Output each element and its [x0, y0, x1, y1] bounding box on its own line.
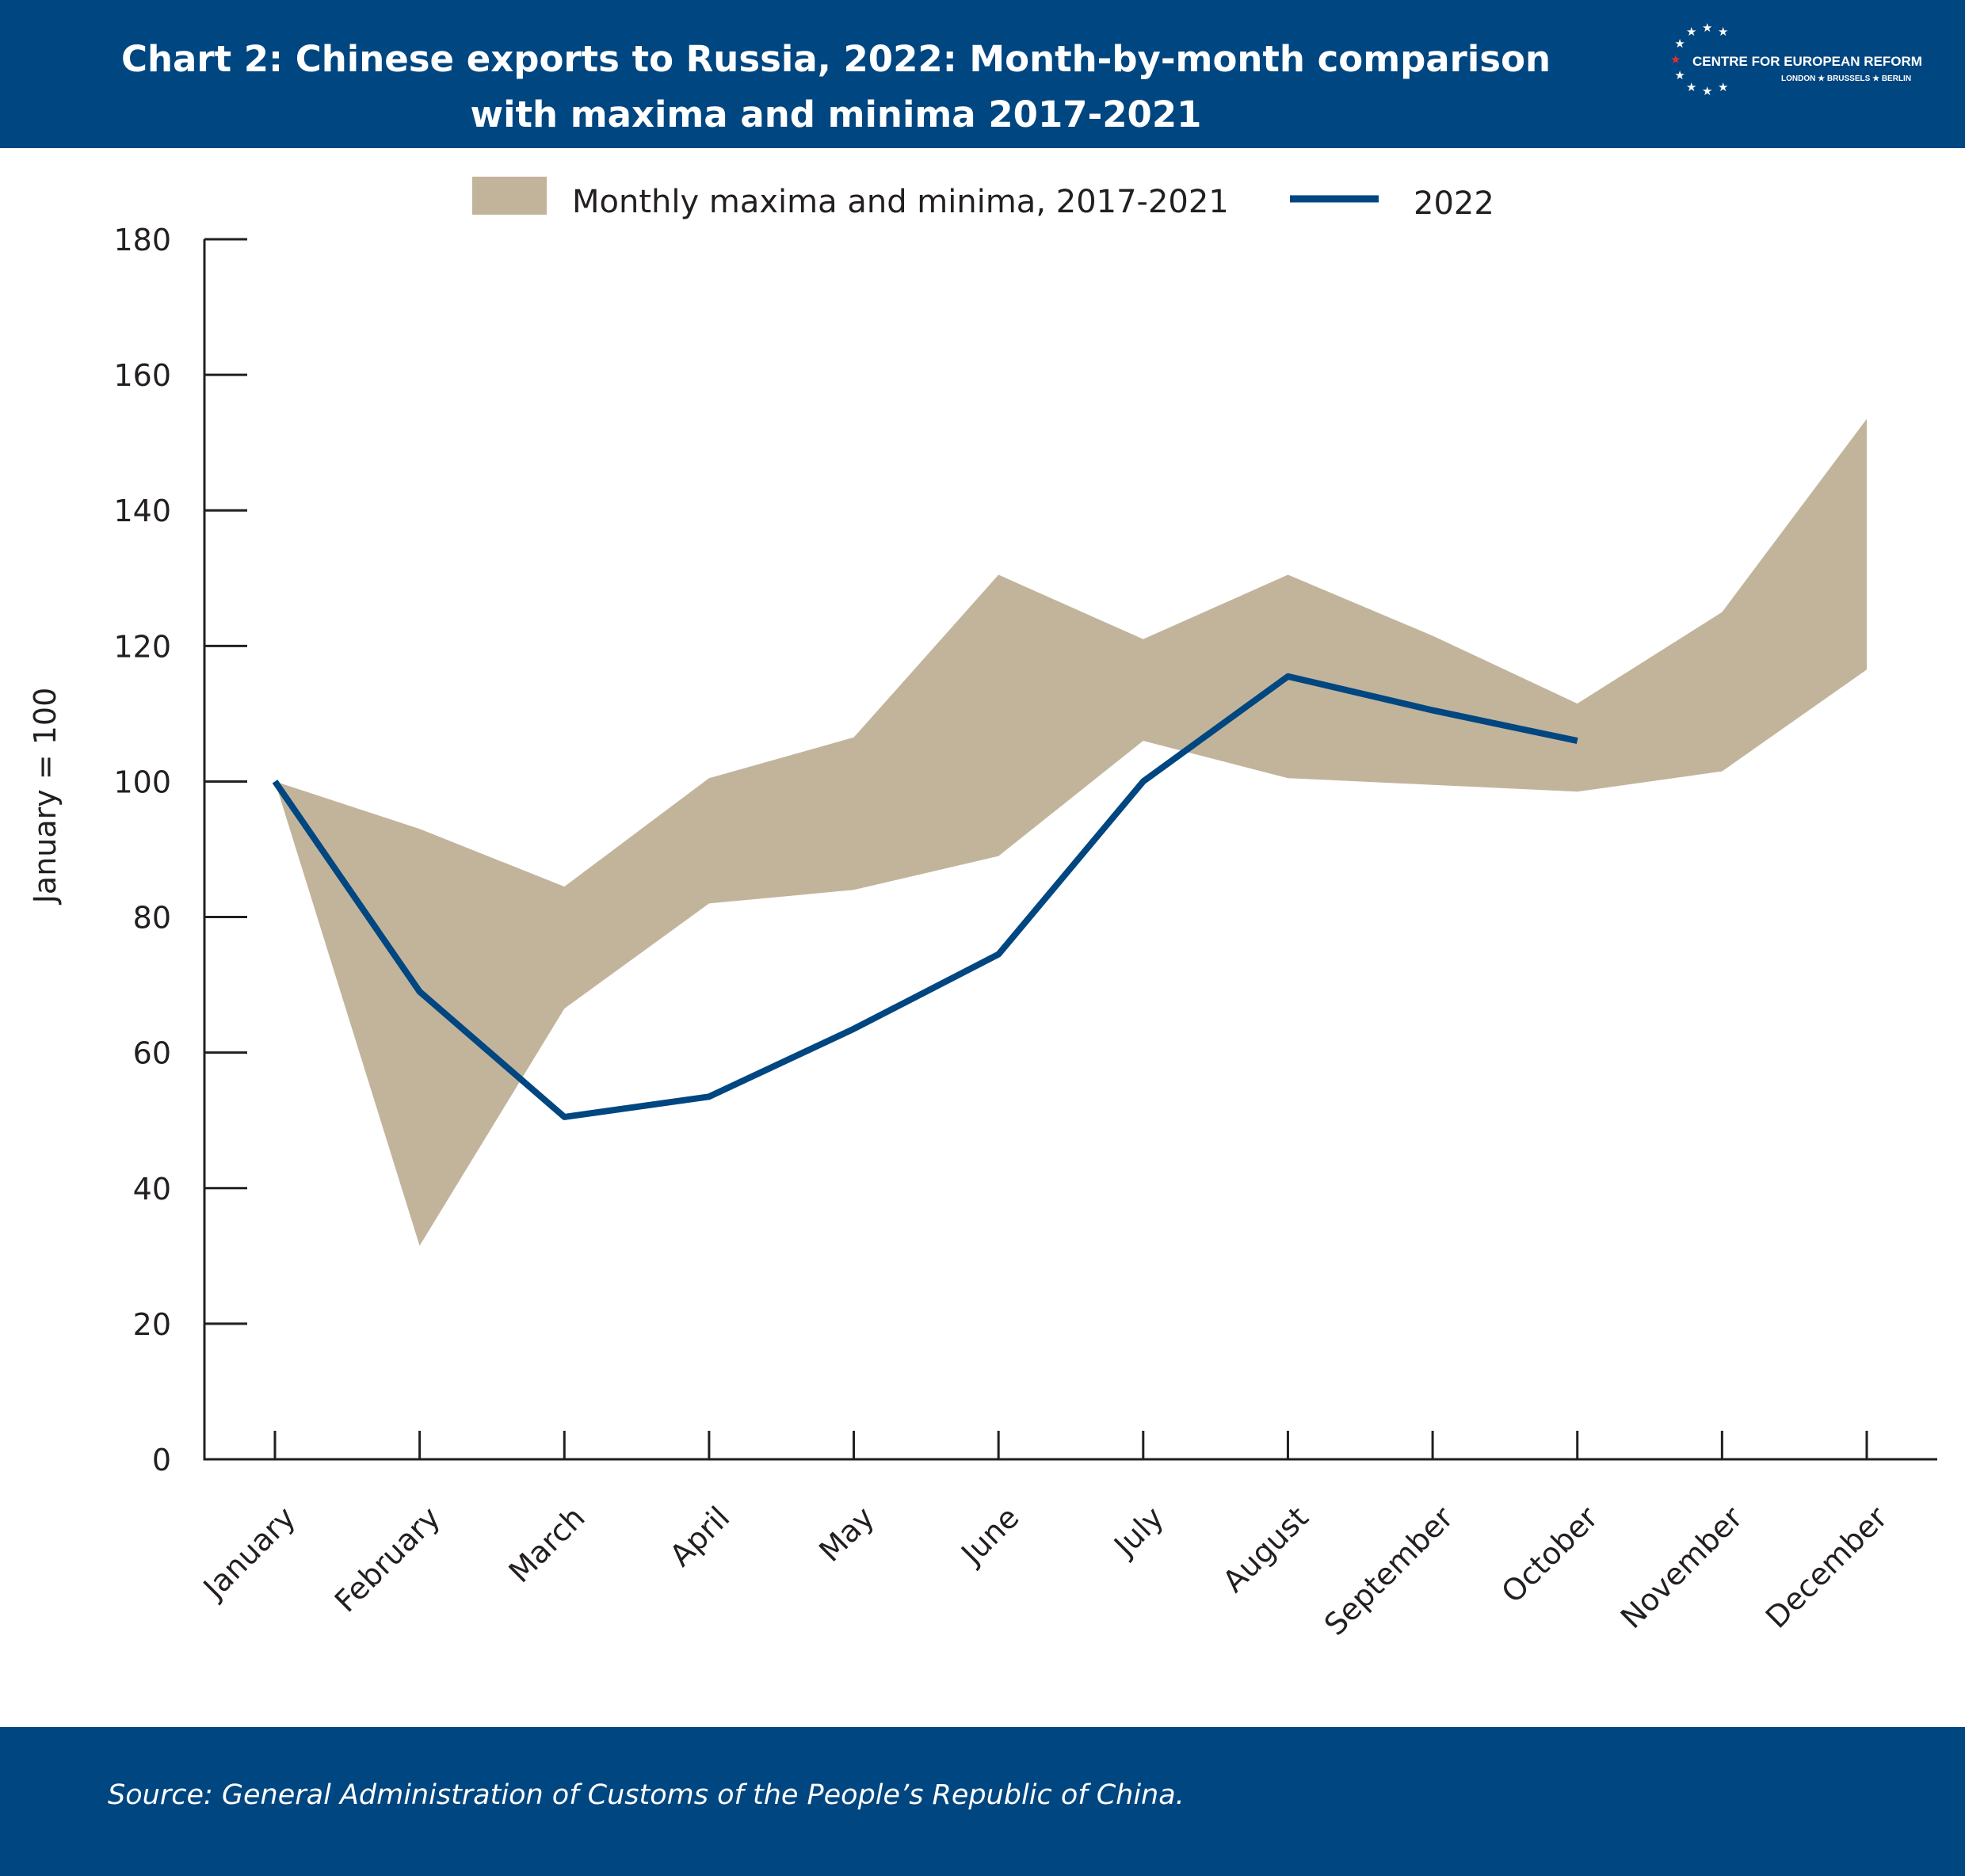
y-tick-label-0: 0	[152, 1443, 171, 1478]
y-tick-label-80: 80	[133, 901, 171, 936]
logo-star: ★	[1674, 68, 1685, 82]
legend-band-label: Monthly maxima and minima, 2017-2021	[572, 184, 1229, 220]
x-tick-label-september: September	[1318, 1500, 1460, 1642]
logo-star: ★	[1686, 25, 1697, 40]
chart-title-line-1: Chart 2: Chinese exports to Russia, 2022…	[120, 38, 1551, 80]
logo-star: ★	[1702, 21, 1713, 35]
x-tick-label-january: January	[196, 1500, 302, 1606]
x-tick-label-february: February	[328, 1500, 447, 1619]
line-2022	[272, 673, 1578, 1120]
cer-logo: ★ ★ ★ ★ ★ ★ ★ ★ ★ CENTRE FOR EUROPEAN REFORM LON…	[1670, 21, 1940, 111]
y-tick-label-120: 120	[113, 629, 171, 664]
legend: Monthly maxima and minima, 2017-2021 202…	[472, 177, 1494, 222]
x-tick-label-june: June	[953, 1500, 1025, 1572]
logo-star: ★	[1702, 84, 1713, 98]
chart-title: Chart 2: Chinese exports to Russia, 2022…	[0, 32, 1672, 143]
logo-star: ★	[1670, 52, 1681, 67]
y-axis: 0 20 40 60 80 100 120 140 160 180	[113, 223, 247, 1478]
y-tick-label-40: 40	[133, 1172, 171, 1207]
y-tick-label-20: 20	[133, 1307, 171, 1342]
legend-band-swatch	[472, 177, 547, 215]
logo-star: ★	[1718, 79, 1729, 94]
logo-star: ★	[1674, 36, 1685, 51]
logo-star: ★	[1718, 25, 1729, 40]
header-bar: Chart 2: Chinese exports to Russia, 2022…	[0, 0, 1965, 148]
y-tick-label-100: 100	[113, 765, 171, 799]
footer-bar	[0, 1727, 1965, 1876]
y-tick-label-60: 60	[133, 1036, 171, 1071]
band-max-min-2017-2021	[275, 418, 1867, 1246]
x-tick-label-october: October	[1494, 1500, 1604, 1610]
chart-title-line-2: with maxima and minima 2017-2021	[470, 93, 1202, 135]
x-tick-label-march: March	[502, 1500, 592, 1589]
x-tick-label-july: July	[1106, 1500, 1170, 1564]
x-tick-label-december: December	[1759, 1500, 1894, 1635]
logo-star: ★	[1686, 79, 1697, 94]
x-axis: January February March April May June July Augu…	[196, 1431, 1937, 1642]
x-tick-label-november: November	[1614, 1500, 1749, 1635]
logo-cities: LONDON ★ BRUSSELS ★ BERLIN	[1781, 74, 1912, 83]
x-tick-label-april: April	[663, 1500, 737, 1573]
y-tick-label-140: 140	[113, 494, 171, 528]
logo-name: CENTRE FOR EUROPEAN REFORM	[1692, 54, 1922, 69]
x-tick-label-august: August	[1216, 1500, 1315, 1599]
legend-line-label: 2022	[1414, 185, 1494, 222]
x-tick-label-may: May	[812, 1500, 881, 1569]
chart: Monthly maxima and minima, 2017-2021 202…	[28, 177, 1937, 1642]
y-tick-label-180: 180	[113, 223, 171, 257]
y-tick-label-160: 160	[113, 358, 171, 393]
source-note: Source: General Administration of Custom…	[108, 1779, 1185, 1811]
y-axis-label: January = 100	[28, 688, 63, 906]
